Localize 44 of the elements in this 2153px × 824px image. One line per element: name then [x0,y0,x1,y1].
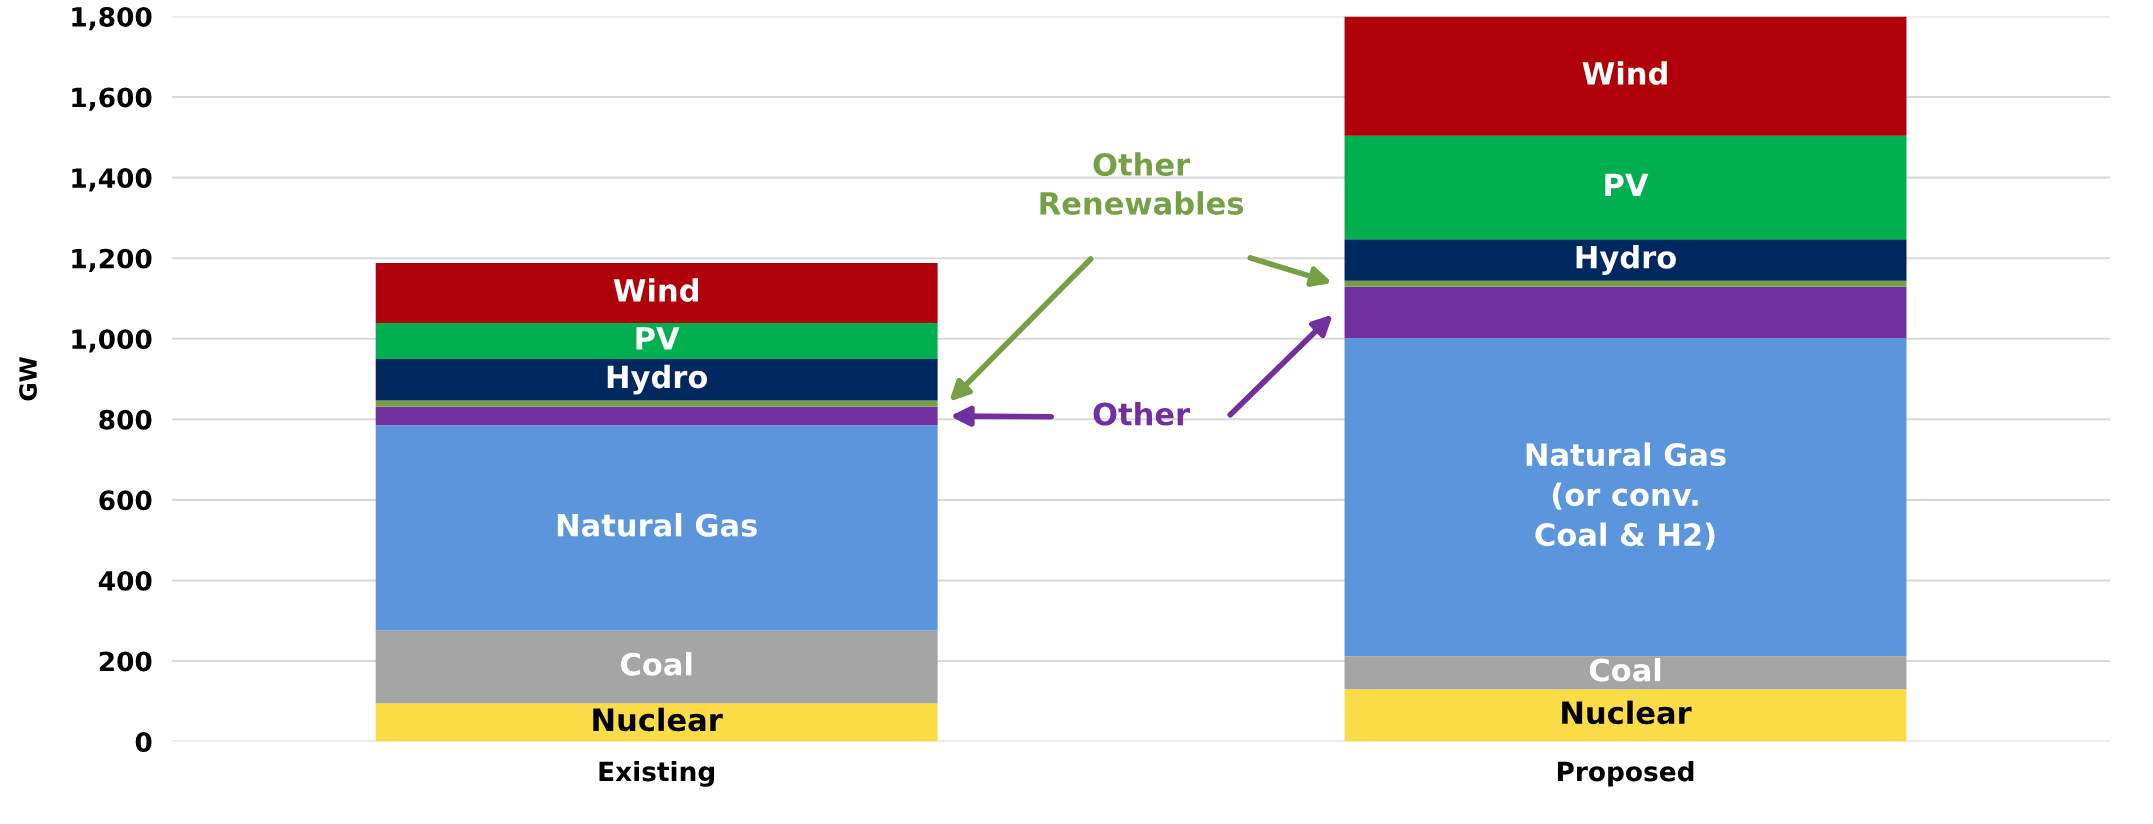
bar [1344,286,1907,339]
y-tick-label: 1,800 [72,6,152,31]
y-tick-label: 1,600 [72,87,152,111]
bar [1344,338,1907,657]
text: Other Renewables [1040,152,1244,215]
y-tick-label: 400 [98,570,152,591]
bar [1344,656,1907,690]
series-label: Hydro [607,364,708,395]
bar [1344,135,1907,240]
y-axis-title: GW [19,357,37,401]
text: Wind [1582,61,1667,85]
annotation: (or conv. Coal & H2) [1535,482,1715,550]
text: Nuclear [1562,700,1692,725]
bar [375,406,938,426]
y-tick-label: 0 [135,732,152,752]
bar [375,425,938,631]
series-label: Wind [613,278,698,302]
y-tick-label: 1,000 [72,329,152,353]
bar [1344,280,1907,287]
bar [375,263,938,324]
y-tick-label: 200 [99,651,152,672]
legend-label: Other [1093,401,1191,426]
bar [1344,689,1907,742]
bar [1344,239,1907,281]
y-tick-label: 1,400 [72,168,152,192]
y-tick-label: 800 [99,409,152,430]
text: Hydro [1576,245,1676,275]
series-label: PV [636,327,680,350]
text: PV [1605,173,1649,196]
bar [1344,16,1907,136]
text: Coal [620,652,692,676]
bar [375,703,938,742]
series-label: Nuclear [593,707,723,732]
x-tick-label: Existing [599,761,715,787]
series-label: Coal [1589,657,1661,682]
y-tick-label: 1,200 [72,248,152,272]
series-label: Natural Gas [557,513,757,537]
y-tick-label: 600 [99,490,152,511]
bar [375,358,938,401]
text: Natural Gas [1526,442,1726,467]
bar [375,400,938,407]
bar [375,323,938,359]
x-tick-label: Proposed [1557,761,1694,787]
bar [375,630,938,704]
